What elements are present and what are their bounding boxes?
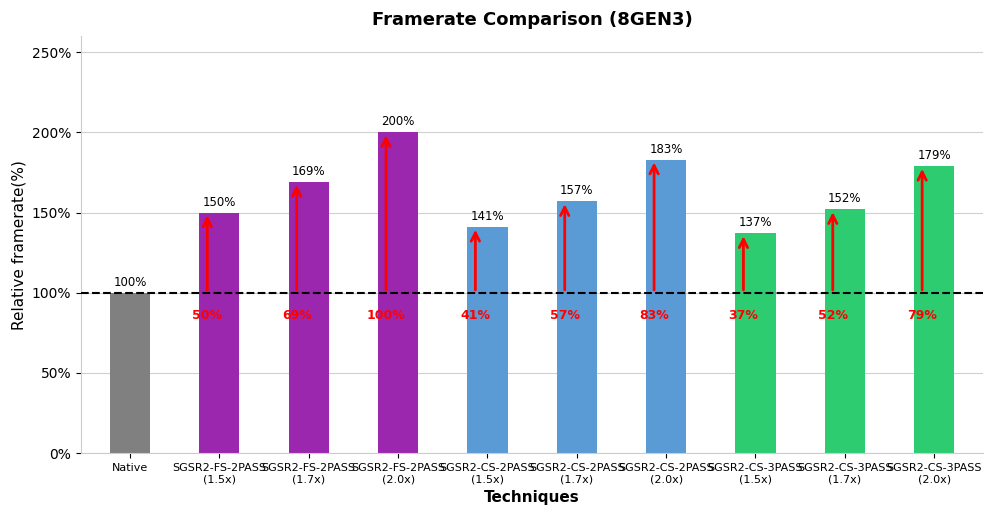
Text: 100%: 100% (113, 276, 147, 288)
Text: 79%: 79% (907, 309, 937, 322)
Bar (110, 293, 150, 453)
Text: 69%: 69% (282, 309, 312, 322)
Text: 137%: 137% (739, 216, 772, 230)
Text: 83%: 83% (639, 309, 669, 322)
Bar (825, 209, 865, 453)
Text: 37%: 37% (728, 309, 758, 322)
Y-axis label: Relative framerate(%): Relative framerate(%) (11, 159, 26, 330)
Bar (199, 213, 239, 453)
Text: 169%: 169% (292, 165, 326, 178)
Text: 41%: 41% (460, 309, 490, 322)
Bar (646, 159, 686, 453)
Text: 52%: 52% (818, 309, 848, 322)
Bar (557, 201, 597, 453)
Text: 152%: 152% (828, 192, 862, 205)
Text: 157%: 157% (560, 184, 594, 197)
Text: 57%: 57% (550, 309, 580, 322)
Bar (289, 182, 329, 453)
Text: 141%: 141% (471, 210, 504, 223)
Text: 150%: 150% (203, 196, 236, 208)
Text: 100%: 100% (367, 309, 405, 322)
Bar (378, 133, 418, 453)
Bar (735, 233, 776, 453)
Text: 183%: 183% (649, 142, 683, 156)
Text: 50%: 50% (192, 309, 222, 322)
Bar (467, 227, 508, 453)
Bar (914, 166, 954, 453)
Title: Framerate Comparison (8GEN3): Framerate Comparison (8GEN3) (372, 11, 692, 29)
Text: 179%: 179% (917, 149, 951, 162)
X-axis label: Techniques: Techniques (484, 490, 580, 505)
Text: 200%: 200% (381, 116, 415, 128)
